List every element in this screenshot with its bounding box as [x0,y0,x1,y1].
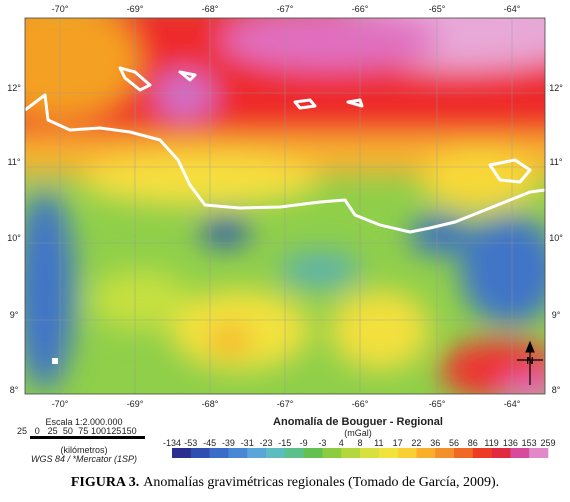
lon-label-top: -70° [52,4,69,14]
colorbar-label: -134 [163,438,181,448]
lon-label-top: -69° [127,4,144,14]
colorbar-label: 153 [522,438,537,448]
marker [52,358,58,364]
scale-tick: 125 [106,426,121,436]
colorbar-label: 86 [468,438,478,448]
north-label: N [526,356,533,367]
colorbar-label: -39 [222,438,235,448]
lat-label-left: 9° [10,310,19,320]
colorbar-cell [472,448,492,458]
scale-tick: 50 [63,426,73,436]
scale-tick: 25 [48,426,58,436]
lon-label-top: -67° [277,4,294,14]
scale-tick: 75 [78,426,88,436]
scale-tick: 25 [17,426,27,436]
colorbar-label: -31 [241,438,254,448]
colorbar-label: 56 [449,438,459,448]
scale-unit: (kilómetros) [60,445,107,455]
map-frame [24,17,546,395]
lon-label-bottom: -70° [52,399,69,409]
colorbar-cell [284,448,304,458]
lat-label-right: 8° [552,385,561,395]
colorbar-label: -53 [184,438,197,448]
colorbar-cell [322,448,342,458]
lon-label-bottom: -69° [127,399,144,409]
lat-label-right: 11° [550,157,563,167]
lon-label-top: -64° [504,4,521,14]
scale-title: Escala 1:2.000.000 [45,417,122,427]
colorbar-label: 119 [484,438,498,448]
colorbar-label: 259 [540,438,555,448]
colorbar-label: 17 [393,438,403,448]
colorbar-cell [228,448,248,458]
scale-tick: 150 [122,426,137,436]
caption-text: Anomalías gravimétricas regionales (Toma… [143,475,499,490]
colorbar-cell [435,448,455,458]
colorbar-label: -45 [203,438,216,448]
colorbar-cell [510,448,530,458]
colorbar-cell [247,448,267,458]
colorbar-label: -15 [278,438,291,448]
colorbar-cell [360,448,380,458]
colorbar-label: -3 [318,438,326,448]
colorbar-label: 36 [430,438,440,448]
north-arrow [517,340,543,385]
lat-label-right: 12° [549,83,563,93]
colorbar-cell [190,448,210,458]
colorbar-label: 4 [339,438,344,448]
colorbar-label: -9 [300,438,308,448]
colorbar-label: 136 [503,438,518,448]
colorbar-label: 8 [357,438,362,448]
colorbar-cell [454,448,474,458]
caption-label: FIGURA 3. [71,475,139,490]
lon-label-top: -66° [352,4,369,14]
colorbar-cell [491,448,511,458]
scale-tick: 0 [35,426,40,436]
lon-label-bottom: -65° [429,399,446,409]
lat-label-left: 12° [7,83,21,93]
colorbar-label: 11 [374,438,383,448]
caption: FIGURA 3. Anomalías gravimétricas regiona… [71,475,499,490]
anomaly-map [25,18,545,394]
legend-unit: (mGal) [344,428,372,438]
colorbar-cell [341,448,361,458]
scale-bar [30,436,145,439]
lon-label-bottom: -68° [202,399,219,409]
lat-label-left: 8° [10,385,19,395]
projection: WGS 84 / *Mercator (1SP) [31,454,137,464]
colorbar-cell [529,448,549,458]
scale-tick: 100 [91,426,106,436]
colorbar-label: 22 [411,438,421,448]
colorbar-label: -23 [259,438,272,448]
lon-label-bottom: -67° [277,399,294,409]
colorbar-cell [416,448,436,458]
colorbar-cell [397,448,417,458]
colorbar-cell [172,448,192,458]
lon-label-top: -68° [202,4,219,14]
colorbar-cell [209,448,229,458]
colorbar-cell [378,448,398,458]
lat-label-left: 10° [7,233,21,243]
lon-label-bottom: -66° [352,399,369,409]
lat-label-right: 9° [552,310,561,320]
legend-title: Anomalía de Bouguer - Regional [273,416,443,428]
colorbar-cell [303,448,323,458]
lat-label-right: 10° [549,233,563,243]
lat-label-left: 11° [8,157,21,167]
lon-label-top: -65° [429,4,446,14]
colorbar-cell [266,448,286,458]
lon-label-bottom: -64° [504,399,521,409]
